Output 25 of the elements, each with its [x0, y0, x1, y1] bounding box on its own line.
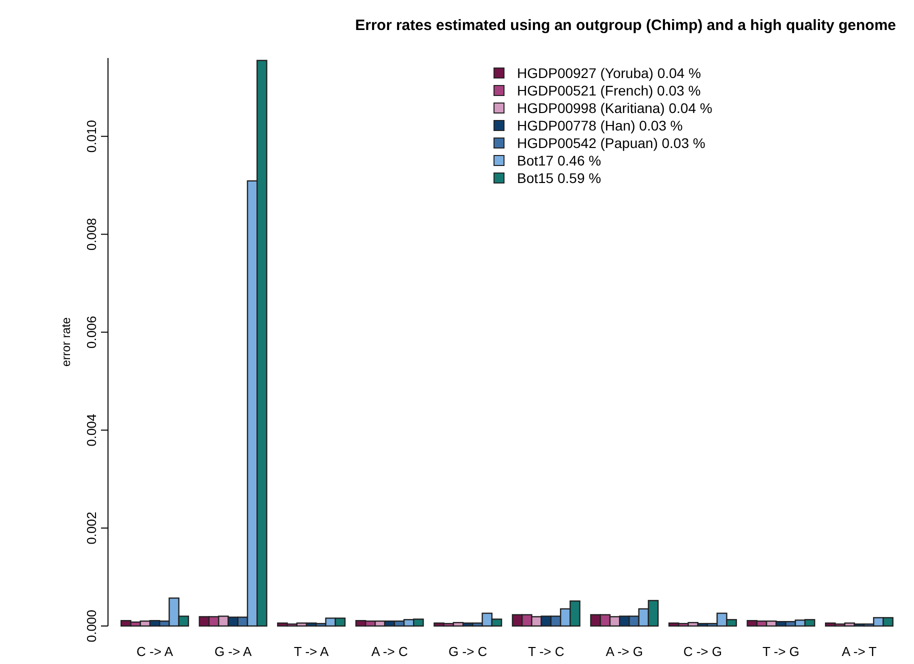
- chart-title: Error rates estimated using an outgroup (Chimp) and a high quality genome: [355, 17, 896, 34]
- x-tick-label: T -> G: [762, 644, 800, 659]
- y-tick-label: 0.010: [84, 120, 99, 153]
- y-tick-label: 0.008: [84, 218, 99, 251]
- x-tick-label: T -> C: [528, 644, 564, 659]
- x-tick-label: T -> A: [294, 644, 330, 659]
- legend-label: HGDP00521 (French) 0.03 %: [517, 82, 701, 98]
- legend-label: HGDP00927 (Yoruba) 0.04 %: [517, 65, 701, 81]
- y-axis-title: error rate: [59, 317, 73, 367]
- legend-label: Bot17 0.46 %: [517, 152, 602, 168]
- y-tick-label: 0.006: [84, 316, 99, 348]
- x-tick-label: C -> A: [136, 644, 174, 659]
- legend-label: HGDP00778 (Han) 0.03 %: [517, 118, 683, 134]
- x-tick-label: A -> G: [606, 644, 644, 659]
- y-tick-label: 0.004: [84, 414, 99, 446]
- y-tick-label: 0.000: [84, 610, 99, 642]
- x-tick-label: G -> A: [214, 644, 252, 659]
- legend-label: HGDP00998 (Karitiana) 0.04 %: [517, 100, 712, 116]
- x-tick-label: G -> C: [448, 644, 488, 659]
- legend-label: HGDP00542 (Papuan) 0.03 %: [517, 135, 706, 151]
- legend-label: Bot15 0.59 %: [517, 170, 602, 186]
- y-tick-label: 0.002: [84, 512, 99, 544]
- x-tick-label: A -> C: [371, 644, 408, 659]
- x-tick-label: C -> G: [683, 644, 722, 659]
- x-tick-label: A -> T: [842, 644, 877, 659]
